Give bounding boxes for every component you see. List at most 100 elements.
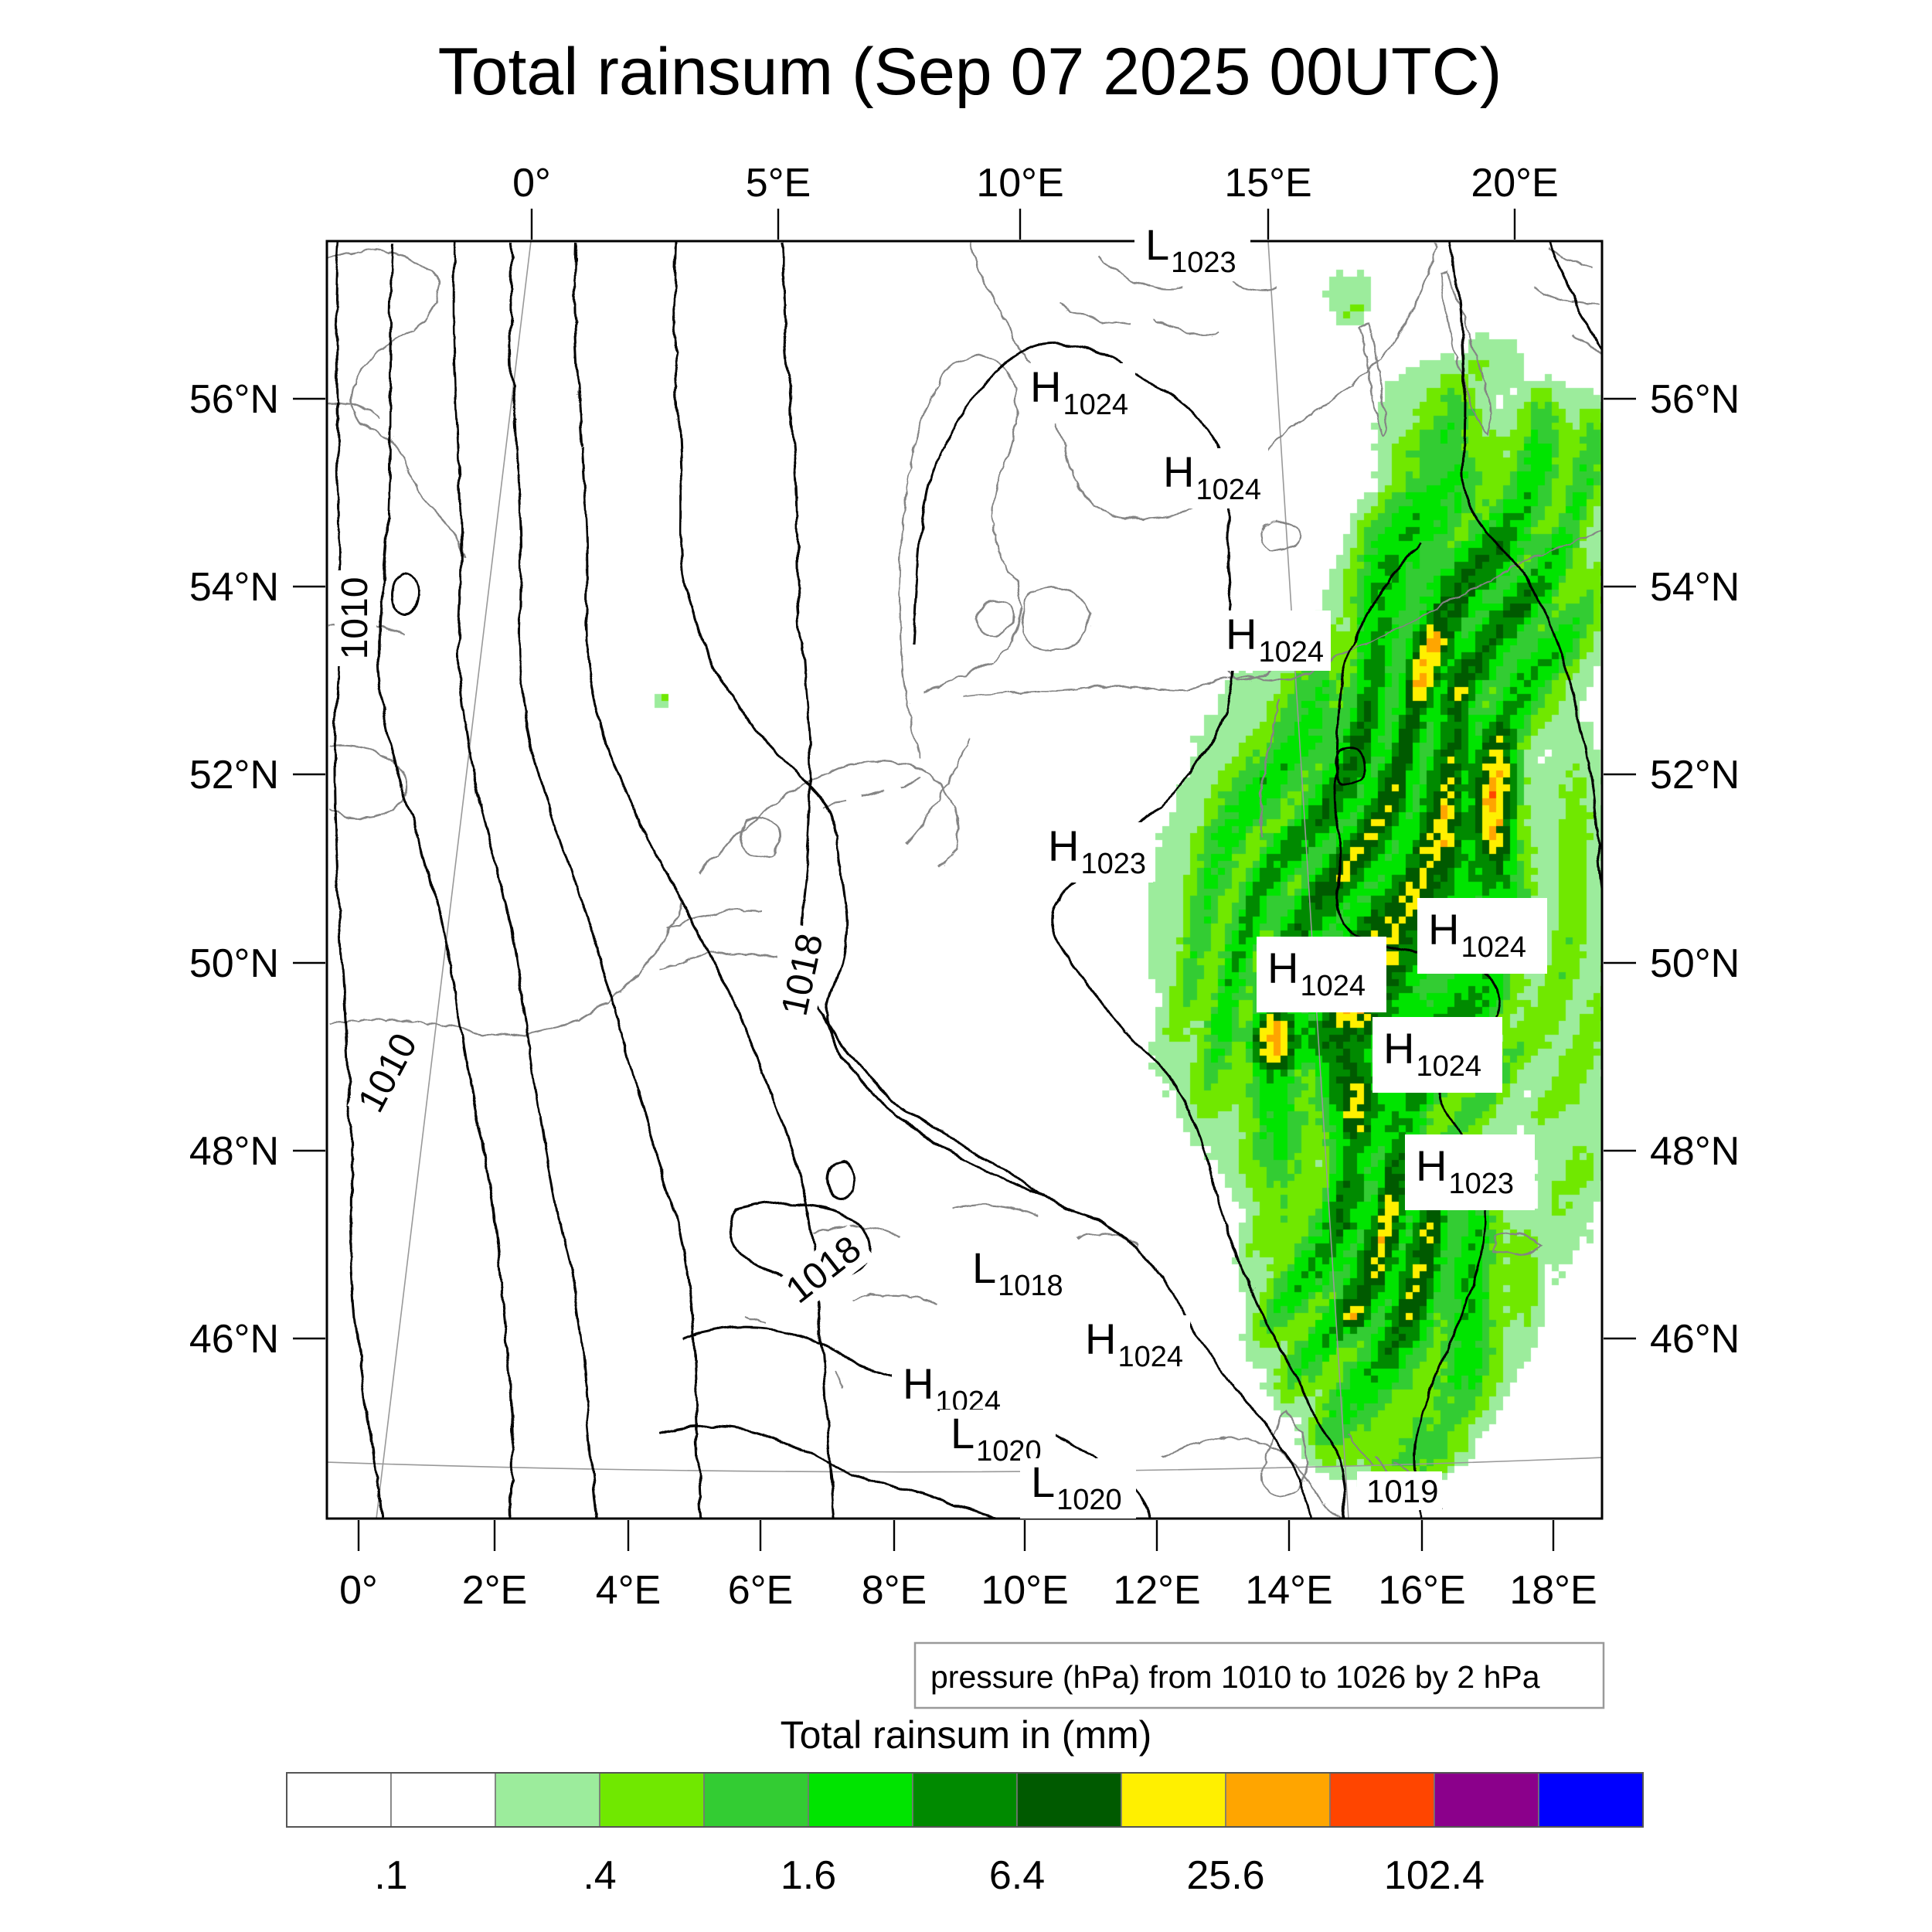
coast-sweden-lakes bbox=[1058, 254, 1276, 334]
colorbar-tick-label: .4 bbox=[583, 1853, 616, 1898]
colorbar-cell bbox=[599, 1772, 705, 1828]
island-oland bbox=[1356, 321, 1385, 434]
coast-norway bbox=[328, 248, 465, 557]
axis-label-bottom: 18°E bbox=[1509, 1568, 1597, 1613]
axis-label-bottom: 14°E bbox=[1245, 1568, 1332, 1613]
coast-jutland bbox=[896, 352, 1019, 757]
axis-labels: 0° 5°E 10°E 15°E 20°E 0° 2°E 4°E 6°E 8°E 10°E 12°E 1… bbox=[189, 161, 1740, 1613]
axis-label-left: 52°N bbox=[189, 753, 279, 798]
isobar-1010 bbox=[376, 242, 512, 1518]
isobar-alps-2 bbox=[658, 1423, 999, 1518]
axis-label-right: 54°N bbox=[1650, 565, 1740, 610]
isobar-contours bbox=[331, 242, 1601, 1518]
axis-label-bottom: 12°E bbox=[1113, 1568, 1200, 1613]
isobar-small-closed bbox=[388, 572, 417, 615]
isobar-value: 1010 bbox=[335, 577, 376, 660]
colorbar-tick-label: 102.4 bbox=[1384, 1853, 1485, 1898]
page-title: Total rainsum (Sep 07 2025 00UTC) bbox=[438, 35, 1502, 109]
island-bornholm bbox=[1259, 518, 1299, 552]
label-halo bbox=[1020, 1458, 1136, 1519]
isobar-denmark-loop bbox=[910, 341, 1345, 1518]
coast-istria bbox=[1260, 1406, 1306, 1495]
wadden-islands bbox=[820, 776, 920, 807]
isobar-ne-corner bbox=[1547, 242, 1601, 355]
coast-netherlands bbox=[696, 758, 958, 872]
label-halo bbox=[347, 1021, 430, 1126]
label-halo bbox=[1134, 221, 1250, 281]
axis-label-bottom: 0° bbox=[339, 1568, 378, 1613]
colorbar-tick-label: .1 bbox=[374, 1853, 407, 1898]
isobar-rain-edge bbox=[1333, 539, 1499, 1518]
pressure-center-label: H1024 bbox=[1085, 1315, 1183, 1373]
graticule-lines bbox=[328, 242, 1601, 1518]
isobar-value: 1010 bbox=[350, 1027, 425, 1119]
colorbar-cell bbox=[1329, 1772, 1435, 1828]
pressure-label-box bbox=[1417, 898, 1547, 974]
colorbar-cell bbox=[495, 1772, 600, 1828]
colorbar-cell bbox=[286, 1772, 392, 1828]
isobar-inline-label: 1018 bbox=[772, 923, 834, 1026]
coast-baltic-south bbox=[961, 529, 1601, 697]
axis-label-right: 46°N bbox=[1650, 1317, 1740, 1362]
axis-label-top: 5°E bbox=[746, 161, 811, 206]
pressure-value-label: 1019 bbox=[1366, 1473, 1438, 1509]
meridian-15E bbox=[1267, 242, 1349, 1518]
colorbar-tick-label: 25.6 bbox=[1186, 1853, 1264, 1898]
axis-ticks bbox=[293, 209, 1636, 1551]
axis-label-bottom: 8°E bbox=[862, 1568, 927, 1613]
axis-label-bottom: 6°E bbox=[728, 1568, 793, 1613]
colorbar-cell bbox=[703, 1772, 809, 1828]
coast-ne-fragments bbox=[1531, 245, 1601, 354]
colorbar-cell bbox=[912, 1772, 1018, 1828]
axis-label-bottom: 2°E bbox=[462, 1568, 527, 1613]
colorbar-title: Total rainsum in (mm) bbox=[781, 1713, 1152, 1757]
colorbar-cell bbox=[390, 1772, 496, 1828]
pressure-center-label: H1024 bbox=[1267, 944, 1366, 1002]
axis-label-right: 56°N bbox=[1650, 377, 1740, 422]
isobar bbox=[331, 242, 382, 1518]
river-oder bbox=[1258, 696, 1278, 837]
label-halo bbox=[961, 1244, 1077, 1304]
axis-label-top: 15°E bbox=[1224, 161, 1311, 206]
isobar-inline-label: 1010 bbox=[347, 1021, 430, 1126]
island-zealand bbox=[1019, 585, 1089, 649]
pressure-center-label: L1020 bbox=[1031, 1458, 1122, 1516]
coast-rhine-delta bbox=[658, 907, 775, 969]
label-halo bbox=[773, 1224, 875, 1317]
isobar-value-labels: 1010 1010 1018 1018 bbox=[335, 570, 875, 1317]
colorbar-cell bbox=[1225, 1772, 1331, 1828]
pressure-center-label: H1023 bbox=[1416, 1141, 1514, 1200]
colorbar: .1 .4 1.6 6.4 25.6 102.4 bbox=[286, 1772, 1644, 1898]
map-frame bbox=[325, 240, 1604, 1520]
pressure-legend-box bbox=[913, 1641, 1605, 1709]
label-halo bbox=[1037, 822, 1153, 883]
label-halo bbox=[335, 570, 376, 666]
label-halo bbox=[1357, 1471, 1442, 1510]
pressure-label-box bbox=[1405, 1134, 1535, 1210]
colorbar-cell bbox=[1538, 1772, 1644, 1828]
pressure-center-label: H1023 bbox=[1048, 821, 1146, 880]
isobar-inline-label: 1018 bbox=[773, 1224, 875, 1317]
coastlines bbox=[328, 242, 1601, 1518]
isobar-small-closed bbox=[823, 1158, 855, 1201]
pressure-center-label: H1024 bbox=[1383, 1024, 1481, 1083]
label-halo bbox=[1074, 1315, 1190, 1376]
colorbar-cell bbox=[808, 1772, 913, 1828]
colorbar-cell bbox=[1016, 1772, 1122, 1828]
axis-label-bottom: 4°E bbox=[596, 1568, 661, 1613]
lake-ijsselmeer bbox=[738, 815, 780, 858]
coast-adriatic bbox=[1160, 1434, 1339, 1518]
coast-channel-france bbox=[328, 897, 685, 1036]
label-halo bbox=[1152, 448, 1268, 509]
isobar bbox=[507, 242, 702, 1518]
pressure-center-label: H1024 bbox=[1163, 447, 1261, 506]
label-halo bbox=[1019, 363, 1135, 423]
pressure-legend-text: pressure (hPa) from 1010 to 1026 by 2 hP… bbox=[930, 1659, 1540, 1695]
pressure-center-labels: L1023 H1024 H1024 H1024 H1023 H1024 H1024 H1024… bbox=[892, 220, 1547, 1519]
label-halo bbox=[772, 923, 834, 1026]
pressure-label-box bbox=[1257, 937, 1386, 1012]
colorbar-cell bbox=[1121, 1772, 1226, 1828]
axis-label-left: 50°N bbox=[189, 941, 279, 986]
